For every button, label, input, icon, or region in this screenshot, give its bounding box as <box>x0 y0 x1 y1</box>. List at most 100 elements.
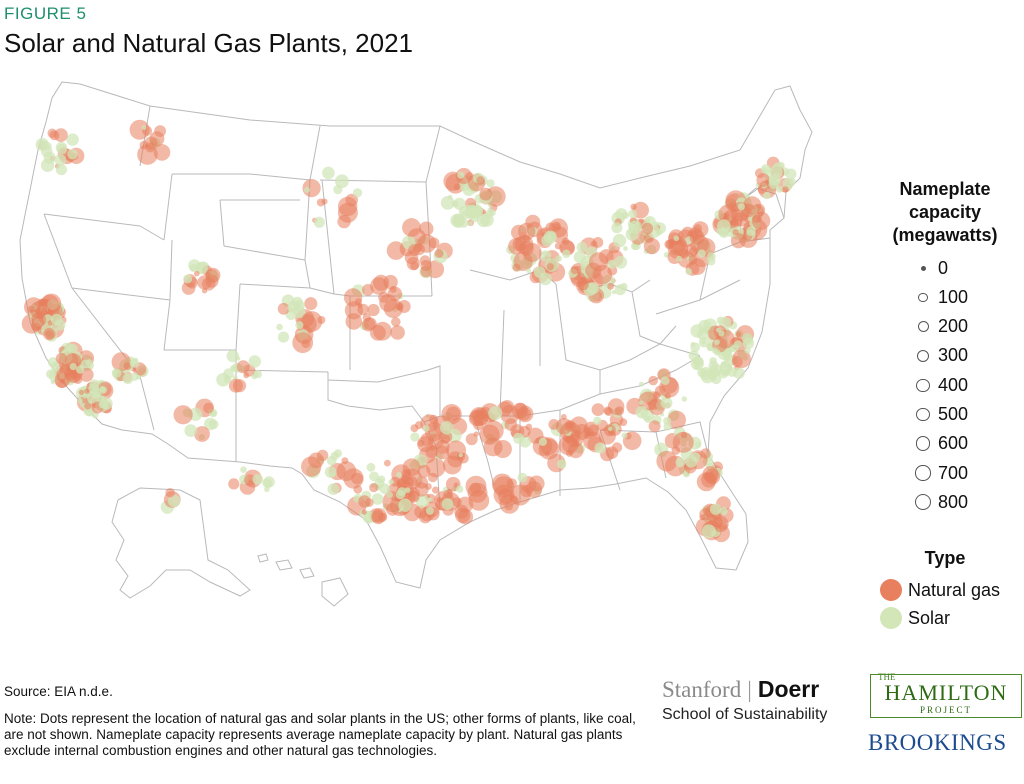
solar-plant-dot <box>700 369 715 384</box>
solar-plant-dot <box>67 343 78 354</box>
gas-plant-dot <box>345 313 363 330</box>
solar-plant-dot <box>183 274 193 284</box>
solar-plant-dot <box>46 369 56 379</box>
legend-size-label: 700 <box>938 462 969 483</box>
solar-plant-dot <box>557 459 567 469</box>
gas-plant-dot <box>441 434 451 444</box>
solar-plant-dot <box>371 493 384 505</box>
solar-plant-dot <box>447 194 453 200</box>
solar-plant-dot <box>295 321 304 330</box>
gas-plant-dot <box>361 509 367 515</box>
gas-plant-dot <box>483 437 503 457</box>
solar-plant-dot <box>188 259 201 272</box>
plant-dots <box>21 119 797 543</box>
legend-size-label: 100 <box>938 286 969 307</box>
solar-plant-dot <box>304 186 310 193</box>
legend-size-row: 500 <box>912 402 968 428</box>
gas-plant-dot <box>432 486 440 494</box>
gas-plant-dot <box>518 222 536 241</box>
solar-plant-dot <box>608 426 613 432</box>
gas-plant-dot <box>413 243 425 256</box>
solar-plant-dot <box>397 487 407 496</box>
solar-plant-dot <box>111 368 122 378</box>
gas-plant-dot <box>410 424 419 433</box>
solar-plant-dot <box>720 361 728 368</box>
gas-plant-dot <box>504 418 518 431</box>
legend-size-label: 500 <box>938 404 969 424</box>
solar-plant-dot <box>99 386 107 394</box>
gas-plant-dot <box>546 263 554 271</box>
legend-size-row: 100 <box>912 284 968 310</box>
gas-plant-dot <box>153 144 171 161</box>
solar-plant-dot <box>85 359 93 366</box>
solar-plant-dot <box>611 222 623 234</box>
solar-plant-dot <box>593 416 602 425</box>
solar-plant-dot <box>369 471 379 482</box>
gas-plant-dot <box>228 478 240 490</box>
solar-plant-dot <box>441 498 454 510</box>
stanford-doerr-logo: Stanford | Doerr <box>662 676 820 702</box>
solar-plant-dot <box>555 255 562 262</box>
figure-label: FIGURE 5 <box>4 4 87 23</box>
gas-plant-dot <box>648 420 661 433</box>
gas-plant-dot <box>277 302 290 315</box>
gas-plant-dot <box>338 196 358 217</box>
solar-plant-dot <box>693 363 701 370</box>
solar-plant-dot <box>197 412 202 417</box>
gas-plant-dot <box>454 504 469 519</box>
legend-size-row: 300 <box>912 343 968 369</box>
gas-plant-dot <box>316 449 329 462</box>
gas-plant-dot <box>570 266 579 275</box>
gas-plant-dot <box>358 495 371 508</box>
gas-swatch <box>880 579 902 601</box>
solar-plant-dot <box>226 349 239 363</box>
gas-plant-dot <box>426 458 446 478</box>
solar-plant-dot <box>486 179 495 188</box>
gas-plant-dot <box>84 388 90 394</box>
legend-size-circle <box>916 349 930 362</box>
solar-plant-dot <box>327 483 340 495</box>
gas-plant-dot <box>383 298 403 319</box>
gas-plant-dot <box>129 119 150 140</box>
doerr-wordmark: Doerr <box>757 676 820 702</box>
gas-plant-dot <box>441 404 462 425</box>
gas-plant-dot <box>699 508 712 521</box>
gas-plant-dot <box>591 403 605 416</box>
gas-plant-dot <box>700 448 711 459</box>
gas-plant-dot <box>243 372 250 379</box>
brookings-logo: BROOKINGS <box>868 730 1007 755</box>
gas-plant-dot <box>453 183 461 191</box>
solar-plant-dot <box>353 188 363 198</box>
gas-plant-dot <box>43 327 56 341</box>
solar-plant-dot <box>386 491 393 498</box>
gas-plant-dot <box>316 198 325 207</box>
gas-plant-dot <box>689 247 698 256</box>
solar-plant-dot <box>691 452 701 462</box>
gas-plant-dot <box>194 426 210 442</box>
gas-plant-dot <box>370 324 386 341</box>
solar-plant-dot <box>277 331 290 343</box>
gas-plant-dot <box>354 298 362 306</box>
solar-plant-dot <box>313 216 325 228</box>
stanford-wordmark: Stanford <box>662 677 742 702</box>
gas-plant-dot <box>607 398 625 415</box>
solar-plant-dot <box>607 259 617 269</box>
solar-plant-dot <box>396 471 402 478</box>
solar-plant-dot <box>714 339 720 345</box>
solar-plant-dot <box>86 390 101 404</box>
solar-plant-dot <box>718 330 725 337</box>
gas-plant-dot <box>473 431 479 437</box>
gas-plant-dot <box>292 332 314 354</box>
legend-size-row: 0 <box>912 255 948 281</box>
solar-plant-dot <box>741 333 753 344</box>
gas-plant-dot <box>84 402 92 410</box>
solar-plant-dot <box>440 196 455 210</box>
solar-plant-dot <box>276 323 283 331</box>
solar-plant-dot <box>725 364 733 371</box>
legend-size-circle <box>915 465 931 481</box>
solar-plant-dot <box>706 252 716 262</box>
solar-plant-dot <box>681 396 687 402</box>
solar-plant-dot <box>333 185 343 195</box>
gas-plant-dot <box>500 400 514 414</box>
solar-plant-dot <box>56 143 68 155</box>
